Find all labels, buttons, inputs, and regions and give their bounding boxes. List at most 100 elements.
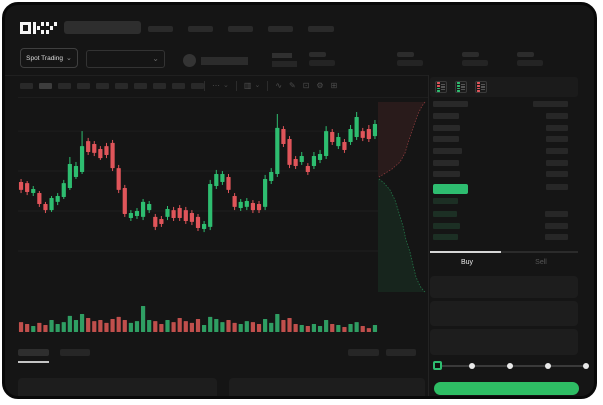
slider-stop-dot[interactable] bbox=[545, 363, 551, 369]
last-price-placeholder bbox=[272, 53, 292, 58]
ask-row-price[interactable] bbox=[433, 136, 459, 142]
ticker-stat bbox=[517, 52, 543, 66]
stat-value-placeholder bbox=[309, 60, 335, 66]
icon-pixels bbox=[437, 82, 440, 92]
icon-lines bbox=[481, 84, 485, 90]
trade-input[interactable] bbox=[430, 329, 578, 355]
nav-item[interactable] bbox=[268, 26, 293, 32]
bid-row-price[interactable] bbox=[433, 234, 458, 240]
ask-row-amount[interactable] bbox=[546, 148, 568, 154]
screenshot-icon[interactable]: ⊡ bbox=[302, 81, 310, 90]
interval-button[interactable] bbox=[58, 83, 71, 89]
chevron-down-icon: ⌄ bbox=[152, 54, 159, 63]
ask-row-amount[interactable] bbox=[546, 113, 568, 119]
tab-buy[interactable]: Buy bbox=[460, 259, 474, 266]
depth-chart[interactable] bbox=[378, 100, 427, 295]
price-change-placeholder bbox=[272, 61, 297, 67]
interval-button[interactable] bbox=[96, 83, 109, 89]
book-asks-icon[interactable] bbox=[475, 81, 487, 93]
nav-item[interactable] bbox=[308, 26, 334, 32]
app-window: Spot Trading ⌄ ⌄ ⋯ ⌄ ▥ ⌄ ∿ ✎ ⊡ ⚙ ⊞ Buy Sell bbox=[2, 2, 597, 399]
interval-button[interactable] bbox=[172, 83, 185, 89]
ticker-stat bbox=[462, 52, 488, 66]
ask-row-price[interactable] bbox=[433, 125, 460, 131]
ticker-stats bbox=[309, 52, 579, 72]
search-input[interactable] bbox=[64, 21, 141, 34]
ask-row-amount[interactable] bbox=[546, 125, 568, 131]
amount-slider[interactable] bbox=[433, 360, 589, 372]
interval-menu-icon[interactable]: ⋯ bbox=[212, 81, 220, 90]
market-type-label: Spot Trading bbox=[26, 54, 63, 62]
icon-pixels bbox=[457, 82, 460, 92]
icon-pixel bbox=[437, 90, 440, 92]
slider-handle[interactable] bbox=[433, 361, 442, 370]
pair-name-placeholder bbox=[201, 57, 248, 65]
bid-row-amount[interactable] bbox=[545, 211, 568, 217]
divider bbox=[267, 81, 269, 91]
book-bids-icon[interactable] bbox=[455, 81, 467, 93]
interval-button[interactable] bbox=[77, 83, 90, 89]
ask-row-price[interactable] bbox=[433, 160, 459, 166]
ask-row-amount[interactable] bbox=[546, 160, 568, 166]
bid-row-amount[interactable] bbox=[545, 223, 568, 229]
bottom-tab-action[interactable] bbox=[348, 349, 379, 356]
bid-row-price[interactable] bbox=[433, 198, 458, 204]
interval-button[interactable] bbox=[20, 83, 33, 89]
bid-row-price[interactable] bbox=[433, 211, 457, 217]
chart-type-icon[interactable]: ▥ bbox=[243, 81, 252, 90]
icon-pixel bbox=[457, 90, 460, 92]
settings-icon[interactable]: ⚙ bbox=[316, 81, 324, 90]
divider bbox=[18, 97, 428, 98]
divider bbox=[430, 251, 578, 253]
orderbook-header-price[interactable] bbox=[433, 101, 468, 107]
chevron-down-icon: ⌄ bbox=[254, 82, 261, 89]
slider-stop-dot[interactable] bbox=[507, 363, 513, 369]
ask-row-price[interactable] bbox=[433, 113, 459, 119]
divider bbox=[235, 81, 237, 91]
ask-row-amount[interactable] bbox=[546, 171, 568, 177]
trade-input[interactable] bbox=[430, 276, 578, 298]
interval-button[interactable] bbox=[153, 83, 166, 89]
stat-value-placeholder bbox=[397, 60, 423, 66]
buy-submit-button[interactable] bbox=[434, 382, 579, 395]
bottom-tab-action[interactable] bbox=[386, 349, 416, 356]
interval-button[interactable] bbox=[134, 83, 147, 89]
indicators-icon[interactable]: ∿ bbox=[275, 81, 283, 90]
divider bbox=[428, 75, 429, 396]
icon-lines bbox=[441, 84, 445, 90]
nav-item[interactable] bbox=[148, 26, 173, 32]
candlestick-chart[interactable] bbox=[18, 100, 378, 345]
bottom-tab[interactable] bbox=[18, 349, 49, 356]
bottom-panel bbox=[229, 378, 425, 396]
trade-input[interactable] bbox=[430, 301, 578, 326]
nav-item[interactable] bbox=[228, 26, 253, 32]
interval-button[interactable] bbox=[115, 83, 128, 89]
ask-row-amount[interactable] bbox=[546, 136, 568, 142]
fullscreen-icon[interactable]: ⊞ bbox=[330, 81, 338, 90]
nav-bar bbox=[148, 26, 334, 32]
stat-label-placeholder bbox=[462, 52, 479, 57]
bid-row-amount[interactable] bbox=[545, 234, 568, 240]
tab-sell[interactable]: Sell bbox=[535, 259, 547, 266]
pair-dropdown[interactable]: ⌄ bbox=[86, 50, 165, 68]
icon-pixel bbox=[477, 82, 480, 84]
nav-item[interactable] bbox=[188, 26, 213, 32]
orderbook-header-amount[interactable] bbox=[533, 101, 568, 107]
ticker-stat bbox=[309, 52, 335, 66]
ask-row-price[interactable] bbox=[433, 148, 462, 154]
bottom-tab[interactable] bbox=[60, 349, 90, 356]
icon-pixel bbox=[437, 87, 440, 90]
interval-button[interactable] bbox=[39, 83, 52, 89]
orderbook-mode-switcher bbox=[435, 81, 487, 93]
bid-row-price[interactable] bbox=[433, 223, 460, 229]
chevron-down-icon: ⌄ bbox=[223, 82, 229, 89]
interval-button[interactable] bbox=[191, 83, 204, 89]
okx-logo-icon bbox=[20, 22, 57, 34]
book-both-icon[interactable] bbox=[435, 81, 447, 93]
draw-icon[interactable]: ✎ bbox=[289, 81, 296, 90]
market-type-selector[interactable]: Spot Trading ⌄ bbox=[20, 48, 78, 68]
slider-stop-dot[interactable] bbox=[469, 363, 475, 369]
slider-stop-dot[interactable] bbox=[583, 363, 589, 369]
icon-line bbox=[461, 88, 465, 90]
ask-row-price[interactable] bbox=[433, 171, 460, 177]
